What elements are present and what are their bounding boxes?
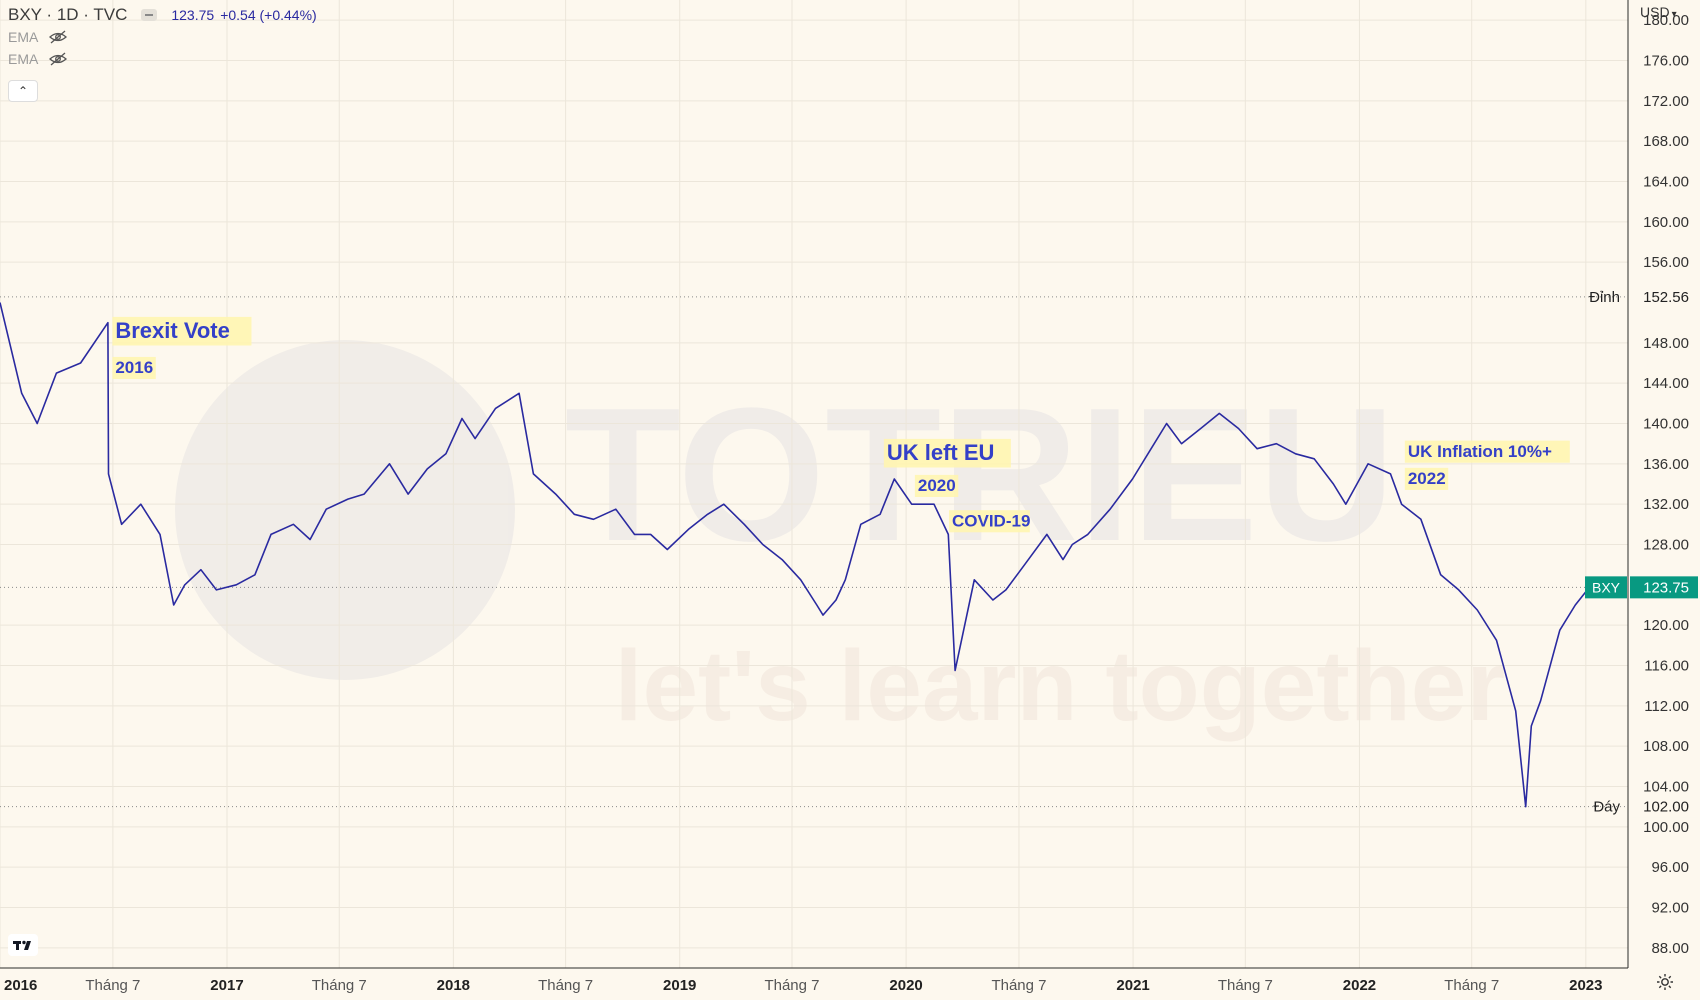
- x-tick-label: Tháng 7: [764, 977, 819, 994]
- annotation-highlight: [948, 510, 1030, 533]
- last-price-tag: [1585, 576, 1627, 599]
- indicator-ema-2[interactable]: EMA: [8, 51, 39, 67]
- y-tick-label: 136.00: [1643, 456, 1689, 473]
- annotation-highlight: [112, 356, 156, 380]
- last-price-symbol: BXY: [1592, 579, 1621, 595]
- x-tick-label: Tháng 7: [312, 977, 367, 994]
- annotation-highlight: [914, 474, 959, 498]
- series-line-bxy: [0, 302, 1614, 808]
- price-level-label: Đỉnh: [1589, 289, 1620, 306]
- time-scale-background: [0, 968, 1700, 1000]
- x-tick-label: 2021: [1116, 977, 1149, 994]
- x-tick-label: Tháng 7: [991, 977, 1046, 994]
- y-tick-label: 104.00: [1643, 779, 1689, 796]
- y-tick-label: 112.00: [1644, 698, 1689, 715]
- annotation-label: 2016: [115, 358, 153, 377]
- symbol-title[interactable]: BXY · 1D · TVC: [8, 5, 128, 24]
- settings-gear-icon[interactable]: [1655, 972, 1675, 992]
- annotation-highlight: [112, 316, 252, 346]
- annotation-highlight: [1404, 467, 1449, 490]
- y-tick-label: 160.00: [1643, 214, 1689, 231]
- collapse-legend-button[interactable]: ⌃: [8, 80, 38, 102]
- y-tick-label: 164.00: [1643, 174, 1689, 191]
- y-tick-label: 172.00: [1643, 93, 1689, 110]
- y-tick-label: 168.00: [1643, 133, 1689, 150]
- watermark-logo: TOTRIEU let's learn together: [175, 340, 1505, 742]
- x-tick-label: 2023: [1569, 977, 1602, 994]
- annotation-label: Brexit Vote: [115, 318, 230, 343]
- watermark-tagline: let's learn together: [615, 630, 1506, 742]
- annotation-label: UK Inflation 10%+: [1408, 442, 1552, 461]
- last-price-badge: [1630, 576, 1698, 599]
- y-tick-label: 132.00: [1643, 496, 1689, 513]
- x-tick-label: 2022: [1343, 977, 1376, 994]
- eye-off-icon[interactable]: [48, 30, 68, 44]
- annotation-highlight: [1404, 440, 1570, 463]
- x-tick-label: Tháng 7: [1444, 977, 1499, 994]
- hide-series-button[interactable]: [141, 9, 158, 21]
- legend-price: 123.75: [171, 7, 215, 23]
- y-tick-label: 100.00: [1643, 819, 1689, 836]
- annotation-label: COVID-19: [952, 511, 1030, 530]
- price-level-value: 152.56: [1643, 289, 1689, 306]
- currency-selector[interactable]: USD ▾: [1640, 4, 1677, 20]
- price-level-badge: [1632, 285, 1698, 308]
- price-level-value: 102.00: [1643, 799, 1689, 816]
- currency-label: USD: [1640, 4, 1670, 20]
- time-scale[interactable]: 2016 Tháng 7 2017 Tháng 7 2018 Tháng 7 2019 Thá…: [0, 967, 1700, 1000]
- x-tick-label: Tháng 7: [1218, 977, 1273, 994]
- y-tick-label: 176.00: [1643, 53, 1689, 70]
- y-tick-label: 120.00: [1643, 617, 1689, 634]
- x-tick-label: 2018: [437, 977, 470, 994]
- series-layer: [0, 302, 1614, 808]
- y-tick-label: 116.00: [1644, 658, 1689, 675]
- annotation-highlight: [883, 438, 1011, 468]
- x-tick-label: 2020: [889, 977, 922, 994]
- watermark-brand: TOTRIEU: [565, 369, 1395, 581]
- y-tick-label: 88.00: [1651, 940, 1689, 957]
- annotation-label: UK left EU: [887, 440, 995, 465]
- annotation-label: 2022: [1408, 469, 1446, 488]
- price-level-badge: [1632, 795, 1698, 818]
- high-low-lines: [0, 296, 1628, 808]
- eye-off-icon[interactable]: [48, 52, 68, 66]
- indicator-ema-1[interactable]: EMA: [8, 29, 39, 45]
- x-tick-label: 2017: [210, 977, 243, 994]
- annotations-layer: Brexit Vote 2016 UK left EU 2020 COVID-19 UK …: [112, 316, 1570, 533]
- y-tick-label: 108.00: [1643, 738, 1689, 755]
- tradingview-logo-icon[interactable]: [8, 934, 38, 956]
- y-tick-label: 156.00: [1643, 254, 1689, 271]
- last-price-value: 123.75: [1643, 579, 1689, 596]
- y-tick-label: 180.00: [1643, 12, 1689, 29]
- y-tick-label: 144.00: [1643, 375, 1689, 392]
- y-tick-label: 92.00: [1651, 900, 1689, 917]
- price-scale[interactable]: 180.00 176.00 172.00 168.00 164.00 160.00 156.…: [1585, 0, 1700, 968]
- x-tick-label: Tháng 7: [538, 977, 593, 994]
- chart-legend: BXY · 1D · TVC 123.75 +0.54 (+0.44%) EMA…: [8, 4, 317, 70]
- y-tick-label: 128.00: [1643, 537, 1689, 554]
- price-level-label: Đáy: [1593, 799, 1620, 816]
- y-tick-label: 140.00: [1643, 416, 1689, 433]
- chevron-down-icon: ▾: [1671, 9, 1677, 20]
- x-tick-label: Tháng 7: [85, 977, 140, 994]
- y-tick-label: 148.00: [1643, 335, 1689, 352]
- x-tick-label: 2016: [4, 977, 37, 994]
- chevron-up-icon: ⌃: [17, 84, 29, 98]
- y-tick-label: 96.00: [1651, 859, 1689, 876]
- annotation-label: 2020: [918, 476, 956, 495]
- x-tick-label: 2019: [663, 977, 696, 994]
- legend-change: +0.54 (+0.44%): [220, 7, 317, 23]
